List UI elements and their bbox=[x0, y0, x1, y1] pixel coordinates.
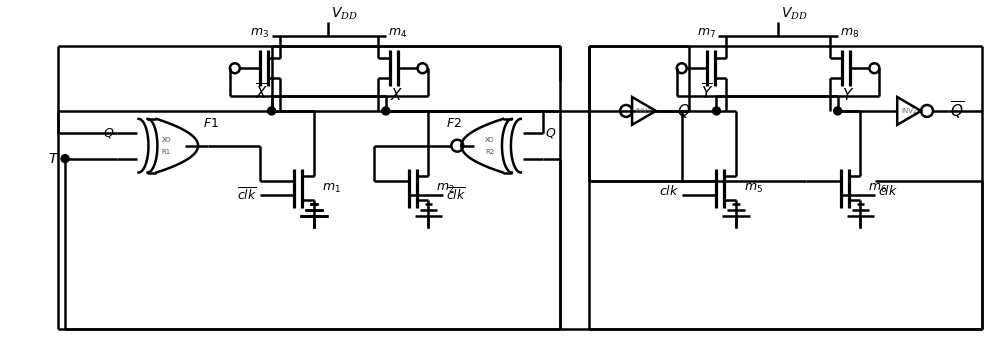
Text: $V_{\mathregular{DD}}$: $V_{\mathregular{DD}}$ bbox=[781, 5, 808, 21]
Text: $F2$: $F2$ bbox=[446, 117, 462, 130]
Text: $clk$: $clk$ bbox=[878, 184, 898, 198]
Text: XO: XO bbox=[485, 137, 495, 143]
Text: $\overline{Q}$: $\overline{Q}$ bbox=[950, 100, 964, 122]
Text: $Q$: $Q$ bbox=[677, 102, 690, 120]
Text: m$_8$: m$_8$ bbox=[840, 27, 859, 40]
Circle shape bbox=[268, 107, 276, 115]
Circle shape bbox=[61, 155, 69, 162]
Text: $Y$: $Y$ bbox=[842, 87, 854, 103]
Text: $Q$: $Q$ bbox=[103, 126, 115, 140]
Text: m$_7$: m$_7$ bbox=[697, 27, 716, 40]
Text: m$_5$: m$_5$ bbox=[744, 182, 763, 195]
Text: $\overline{Y}$: $\overline{Y}$ bbox=[701, 83, 714, 103]
Text: $T$: $T$ bbox=[48, 151, 59, 166]
Text: $X$: $X$ bbox=[390, 87, 403, 103]
Circle shape bbox=[382, 107, 390, 115]
Text: INV2: INV2 bbox=[901, 108, 917, 114]
Text: $Q$: $Q$ bbox=[545, 126, 556, 140]
Text: $\overline{clk}$: $\overline{clk}$ bbox=[446, 187, 466, 204]
Text: $F1$: $F1$ bbox=[203, 117, 219, 130]
Text: $V_{\mathregular{DD}}$: $V_{\mathregular{DD}}$ bbox=[331, 5, 358, 21]
Text: XO: XO bbox=[162, 137, 171, 143]
Text: m$_4$: m$_4$ bbox=[388, 27, 407, 40]
Text: m$_1$: m$_1$ bbox=[322, 182, 341, 195]
Circle shape bbox=[713, 107, 720, 115]
Text: $clk$: $clk$ bbox=[659, 184, 679, 198]
Text: INV1: INV1 bbox=[636, 108, 652, 114]
Circle shape bbox=[834, 107, 842, 115]
Text: $\overline{X}$: $\overline{X}$ bbox=[255, 83, 269, 103]
Text: m$_2$: m$_2$ bbox=[436, 182, 455, 195]
Text: R2: R2 bbox=[486, 149, 495, 155]
Text: m$_3$: m$_3$ bbox=[250, 27, 269, 40]
Text: R1: R1 bbox=[162, 149, 171, 155]
Text: m$_6$: m$_6$ bbox=[868, 182, 888, 195]
Text: $\overline{clk}$: $\overline{clk}$ bbox=[237, 187, 257, 204]
